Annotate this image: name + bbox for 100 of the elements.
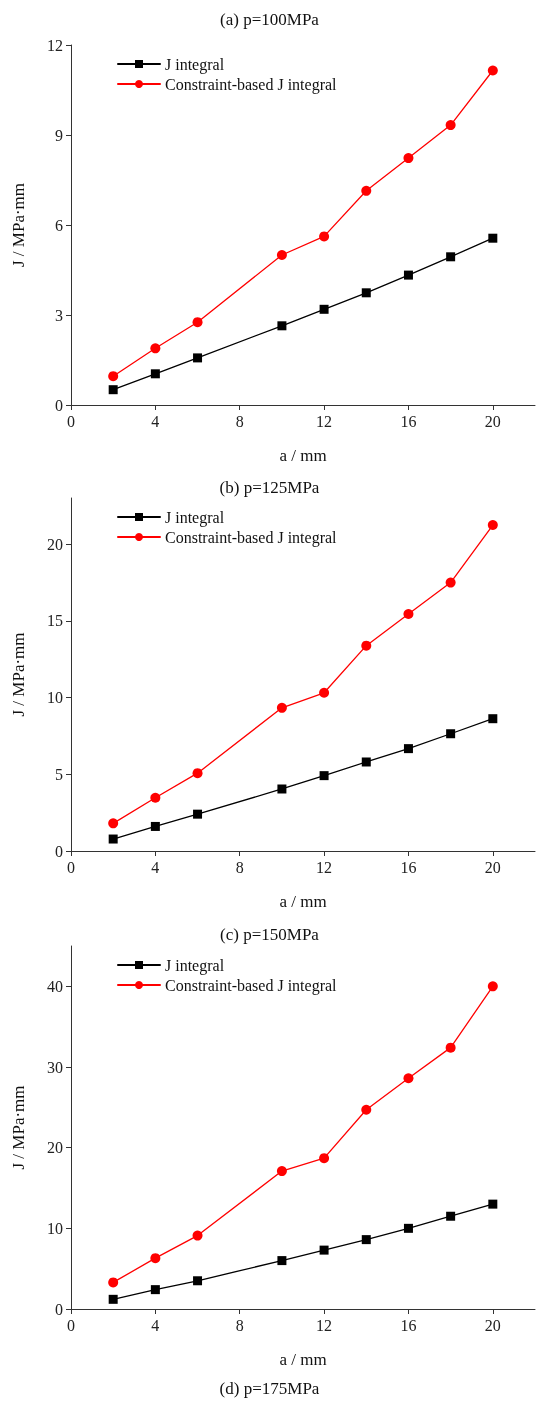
point <box>446 729 456 739</box>
point <box>108 818 119 829</box>
x-tick-label: 4 <box>151 858 160 876</box>
y-tick-label: 6 <box>55 216 63 234</box>
point <box>192 317 203 328</box>
point <box>487 520 498 531</box>
point <box>108 371 119 382</box>
y-tick-label: 10 <box>47 689 63 707</box>
y-tick-label: 10 <box>47 1219 63 1237</box>
point <box>108 1294 118 1304</box>
point <box>361 185 372 196</box>
y-tick-label: 12 <box>47 36 63 54</box>
point <box>403 270 413 280</box>
x-axis-title: a / mm <box>279 446 327 465</box>
x-tick-label: 20 <box>484 412 501 430</box>
x-tick-label: 8 <box>235 1316 244 1334</box>
point <box>150 821 160 831</box>
y-axis-title: J / MPa·mm <box>9 632 28 717</box>
x-tick-label: 12 <box>316 412 333 430</box>
y-tick-label: 30 <box>47 1058 63 1076</box>
text: (d) p=175MPa <box>219 1379 320 1398</box>
legend-label: Constraint-based J integral <box>165 528 338 547</box>
x-tick-label: 12 <box>316 1316 333 1334</box>
point <box>403 609 414 620</box>
point <box>150 369 160 379</box>
point <box>361 1235 371 1245</box>
point <box>277 321 287 331</box>
point <box>193 1276 203 1286</box>
y-tick-label: 5 <box>55 765 63 783</box>
chart-title: (c) p=150MPa <box>220 925 320 944</box>
point <box>445 120 456 131</box>
legend-label: Constraint-based J integral <box>165 75 338 94</box>
y-tick-label: 0 <box>55 396 63 414</box>
point <box>361 640 372 651</box>
point <box>193 353 203 363</box>
x-tick-label: 8 <box>235 858 244 876</box>
y-tick-label: 9 <box>55 126 63 144</box>
point <box>150 1253 161 1264</box>
point <box>108 385 118 395</box>
point <box>361 757 371 767</box>
chart-title: (b) p=125MPa <box>219 478 320 497</box>
point <box>319 304 329 314</box>
x-tick-label: 0 <box>67 858 75 876</box>
point <box>150 792 161 803</box>
y-tick-label: 3 <box>55 306 63 324</box>
legend-label: J integral <box>165 508 225 527</box>
point <box>403 744 413 754</box>
x-tick-label: 16 <box>400 1316 417 1334</box>
point <box>487 65 498 76</box>
point <box>319 1245 329 1255</box>
x-tick-label: 0 <box>67 1316 75 1334</box>
y-axis-title: J / MPa·mm <box>9 182 28 268</box>
point <box>277 1256 287 1266</box>
x-tick-label: 16 <box>400 858 417 876</box>
x-tick-label: 4 <box>151 1316 160 1334</box>
point <box>277 784 287 794</box>
point <box>319 231 330 242</box>
point <box>488 714 498 724</box>
x-tick-label: 0 <box>67 412 75 430</box>
y-tick-label: 0 <box>55 842 63 860</box>
x-tick-label: 16 <box>400 412 417 430</box>
y-tick-label: 20 <box>47 535 63 553</box>
point <box>403 153 414 164</box>
point <box>193 809 203 819</box>
point <box>361 288 371 298</box>
point <box>488 233 498 243</box>
y-tick-label: 40 <box>47 977 63 995</box>
point <box>319 771 329 781</box>
legend-label: Constraint-based J integral <box>165 976 338 995</box>
x-axis-title: a / mm <box>279 1350 327 1369</box>
y-tick-label: 0 <box>55 1300 63 1318</box>
point <box>446 1211 456 1221</box>
x-tick-label: 20 <box>484 858 501 876</box>
point <box>319 687 330 698</box>
point <box>276 250 287 260</box>
point <box>361 1104 372 1115</box>
point <box>150 343 161 354</box>
x-axis-title: a / mm <box>279 892 327 911</box>
chart-title: (a) p=100MPa <box>220 10 320 29</box>
point <box>192 768 203 779</box>
point <box>276 1166 287 1177</box>
y-tick-label: 15 <box>47 612 63 630</box>
point <box>403 1073 414 1084</box>
x-tick-label: 8 <box>235 412 244 430</box>
point <box>487 981 498 992</box>
point <box>445 1042 456 1053</box>
x-tick-label: 12 <box>316 858 333 876</box>
legend-label: J integral <box>165 956 225 975</box>
y-tick-label: 20 <box>47 1139 63 1157</box>
point <box>445 577 456 588</box>
point <box>403 1223 413 1233</box>
point <box>319 1153 330 1164</box>
point <box>192 1230 203 1241</box>
x-tick-label: 4 <box>151 412 160 430</box>
point <box>276 702 287 713</box>
point <box>108 834 118 844</box>
point <box>108 1277 119 1288</box>
y-axis-title: J / MPa·mm <box>9 1085 28 1170</box>
point <box>488 1199 498 1209</box>
point <box>446 252 456 262</box>
